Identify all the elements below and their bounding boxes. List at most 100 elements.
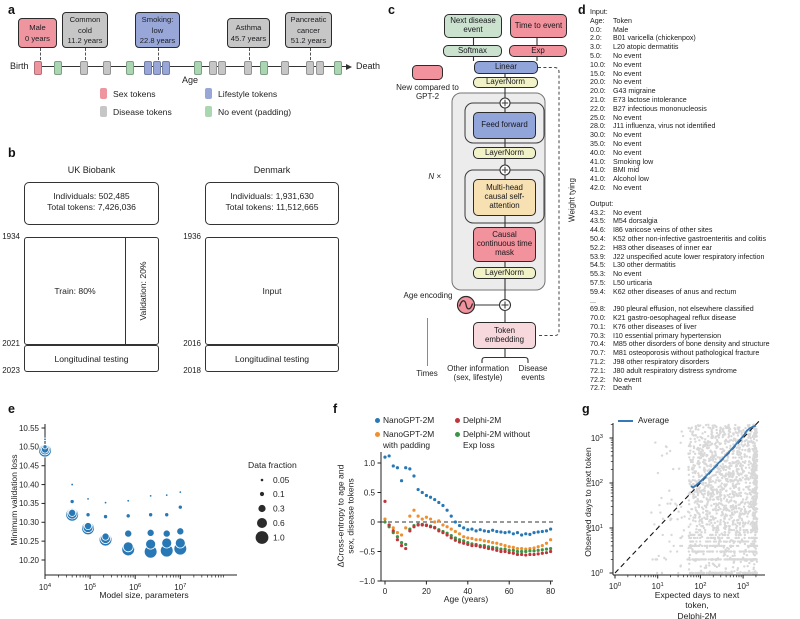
circle — [708, 468, 711, 471]
circle — [751, 524, 754, 528]
circle — [696, 491, 699, 494]
circle — [743, 536, 746, 540]
circle — [697, 459, 700, 463]
circle — [714, 473, 717, 477]
circle — [670, 517, 673, 521]
circle — [738, 429, 741, 432]
circle — [730, 528, 734, 532]
circle — [726, 549, 729, 553]
circle — [688, 536, 691, 540]
circle — [732, 449, 735, 452]
circle — [751, 474, 754, 478]
circle — [466, 536, 470, 540]
circle — [755, 521, 758, 525]
token-age: 72.1: — [590, 366, 606, 375]
circle — [742, 550, 745, 553]
circle — [740, 500, 744, 504]
circle — [503, 531, 507, 535]
circle — [694, 516, 697, 519]
circle — [675, 504, 679, 507]
circle — [716, 524, 719, 528]
circle — [723, 544, 726, 548]
circle — [746, 485, 749, 489]
circle — [689, 429, 692, 433]
circle — [165, 493, 169, 497]
circle — [723, 465, 727, 468]
circle — [727, 434, 731, 438]
circle — [704, 505, 708, 508]
circle — [445, 525, 449, 529]
circle — [703, 459, 706, 462]
token-text: K52 other non-infective gastroenteritis … — [613, 234, 766, 243]
circle — [751, 435, 754, 439]
circle — [679, 536, 682, 540]
circle — [746, 522, 750, 525]
circle — [680, 430, 683, 433]
weight-tying-text: Weight tying — [567, 178, 577, 222]
f-legend-delphi-noexp: Delphi-2M without Exp loss — [463, 429, 530, 450]
circle — [698, 456, 701, 459]
circle — [687, 468, 690, 472]
circle — [724, 442, 727, 445]
circle — [700, 452, 704, 455]
circle — [732, 519, 736, 522]
circle — [753, 475, 757, 478]
plus-circle-icons — [498, 97, 512, 312]
circle — [727, 475, 731, 478]
times-label: Times — [416, 369, 438, 378]
token-text: No event — [613, 148, 642, 157]
circle — [725, 472, 728, 475]
circle — [703, 487, 706, 490]
birth-label: Birth — [10, 61, 29, 71]
circle — [728, 427, 732, 431]
log-tick-label: 104 — [39, 583, 52, 592]
circle — [707, 459, 711, 463]
circle — [740, 433, 743, 436]
circle — [753, 523, 756, 526]
circle — [719, 488, 722, 492]
circle — [722, 487, 725, 491]
circle — [691, 519, 695, 522]
circle — [725, 489, 728, 493]
circle — [704, 509, 708, 513]
circle — [391, 464, 395, 468]
circle — [731, 554, 734, 558]
tick-label: 10.50 — [19, 443, 40, 452]
ukb-split-divider — [125, 238, 126, 344]
circle — [751, 550, 755, 553]
circle — [707, 558, 710, 561]
circle — [544, 547, 549, 551]
circle — [749, 462, 753, 465]
circle — [730, 511, 734, 514]
circle — [738, 450, 741, 454]
circle — [677, 510, 680, 513]
circle — [739, 560, 743, 564]
circle — [746, 512, 750, 515]
panel-a-timeline-schematic: Male 0 years Common cold 11.2 years Smoking: l… — [0, 0, 392, 140]
circle — [717, 540, 721, 543]
circle — [687, 499, 691, 502]
circle — [677, 571, 680, 575]
f-legend-dot-delphi-noexp — [455, 432, 460, 437]
circle — [712, 528, 715, 532]
circle — [695, 481, 698, 484]
circle — [709, 476, 713, 479]
circle — [718, 533, 721, 537]
circle — [753, 536, 757, 540]
circle — [499, 549, 503, 554]
circle — [700, 506, 704, 509]
circle — [383, 499, 387, 503]
circle — [716, 476, 719, 479]
circle — [715, 544, 719, 548]
circle — [383, 517, 387, 521]
circle — [700, 544, 704, 548]
circle — [746, 443, 750, 446]
circle — [691, 430, 695, 433]
circle — [683, 515, 686, 518]
circle — [692, 445, 696, 448]
circle — [724, 474, 727, 478]
token-age: 41.0: — [590, 166, 606, 175]
circle — [70, 482, 74, 487]
exp-box: Exp — [509, 45, 567, 57]
circle — [707, 493, 710, 497]
